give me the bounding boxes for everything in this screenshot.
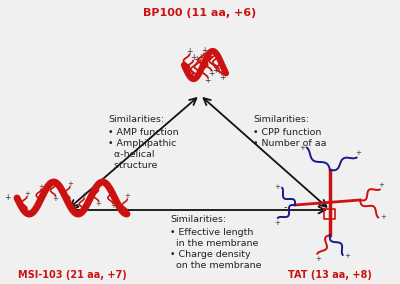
Text: • Charge density: • Charge density xyxy=(170,250,251,259)
Text: +: + xyxy=(190,53,196,62)
Text: +: + xyxy=(52,196,58,202)
Text: • Amphipathic: • Amphipathic xyxy=(108,139,176,148)
Text: +: + xyxy=(24,191,30,197)
Text: +: + xyxy=(274,220,280,226)
Text: +: + xyxy=(315,256,321,262)
Text: -: - xyxy=(283,202,287,212)
Text: in the membrane: in the membrane xyxy=(170,239,258,248)
Text: +: + xyxy=(380,214,386,220)
Text: +: + xyxy=(219,73,226,82)
Text: • AMP function: • AMP function xyxy=(108,128,179,137)
Text: +: + xyxy=(201,46,207,55)
Text: +: + xyxy=(216,67,222,76)
Text: +: + xyxy=(186,47,193,56)
Text: Similarities:: Similarities: xyxy=(170,215,226,224)
Text: +: + xyxy=(67,181,73,187)
Text: +: + xyxy=(124,193,130,199)
Text: +: + xyxy=(356,150,361,156)
Text: Similarities:: Similarities: xyxy=(253,115,309,124)
Text: structure: structure xyxy=(108,161,157,170)
Text: MSI-103 (21 aa, +7): MSI-103 (21 aa, +7) xyxy=(18,270,126,280)
Text: +: + xyxy=(197,53,204,62)
Text: +: + xyxy=(212,66,218,75)
Text: +: + xyxy=(110,203,116,209)
Text: +: + xyxy=(4,193,10,202)
Text: +: + xyxy=(38,183,44,190)
Text: • Number of aa: • Number of aa xyxy=(253,139,326,148)
Text: +: + xyxy=(345,253,350,259)
Text: +: + xyxy=(274,184,280,190)
Text: +: + xyxy=(208,69,214,78)
Text: Similarities:: Similarities: xyxy=(108,115,164,124)
Text: TAT (13 aa, +8): TAT (13 aa, +8) xyxy=(288,270,372,280)
Text: on the membrane: on the membrane xyxy=(170,261,262,270)
Text: +: + xyxy=(204,76,211,85)
Text: +: + xyxy=(81,192,87,198)
Text: • CPP function: • CPP function xyxy=(253,128,321,137)
Text: +: + xyxy=(299,145,305,151)
Text: α-helical: α-helical xyxy=(108,150,154,159)
Text: +: + xyxy=(378,182,384,188)
Text: +: + xyxy=(194,55,200,64)
Text: • Effective length: • Effective length xyxy=(170,228,253,237)
Text: +: + xyxy=(96,201,102,207)
Text: BP100 (11 aa, +6): BP100 (11 aa, +6) xyxy=(143,8,257,18)
